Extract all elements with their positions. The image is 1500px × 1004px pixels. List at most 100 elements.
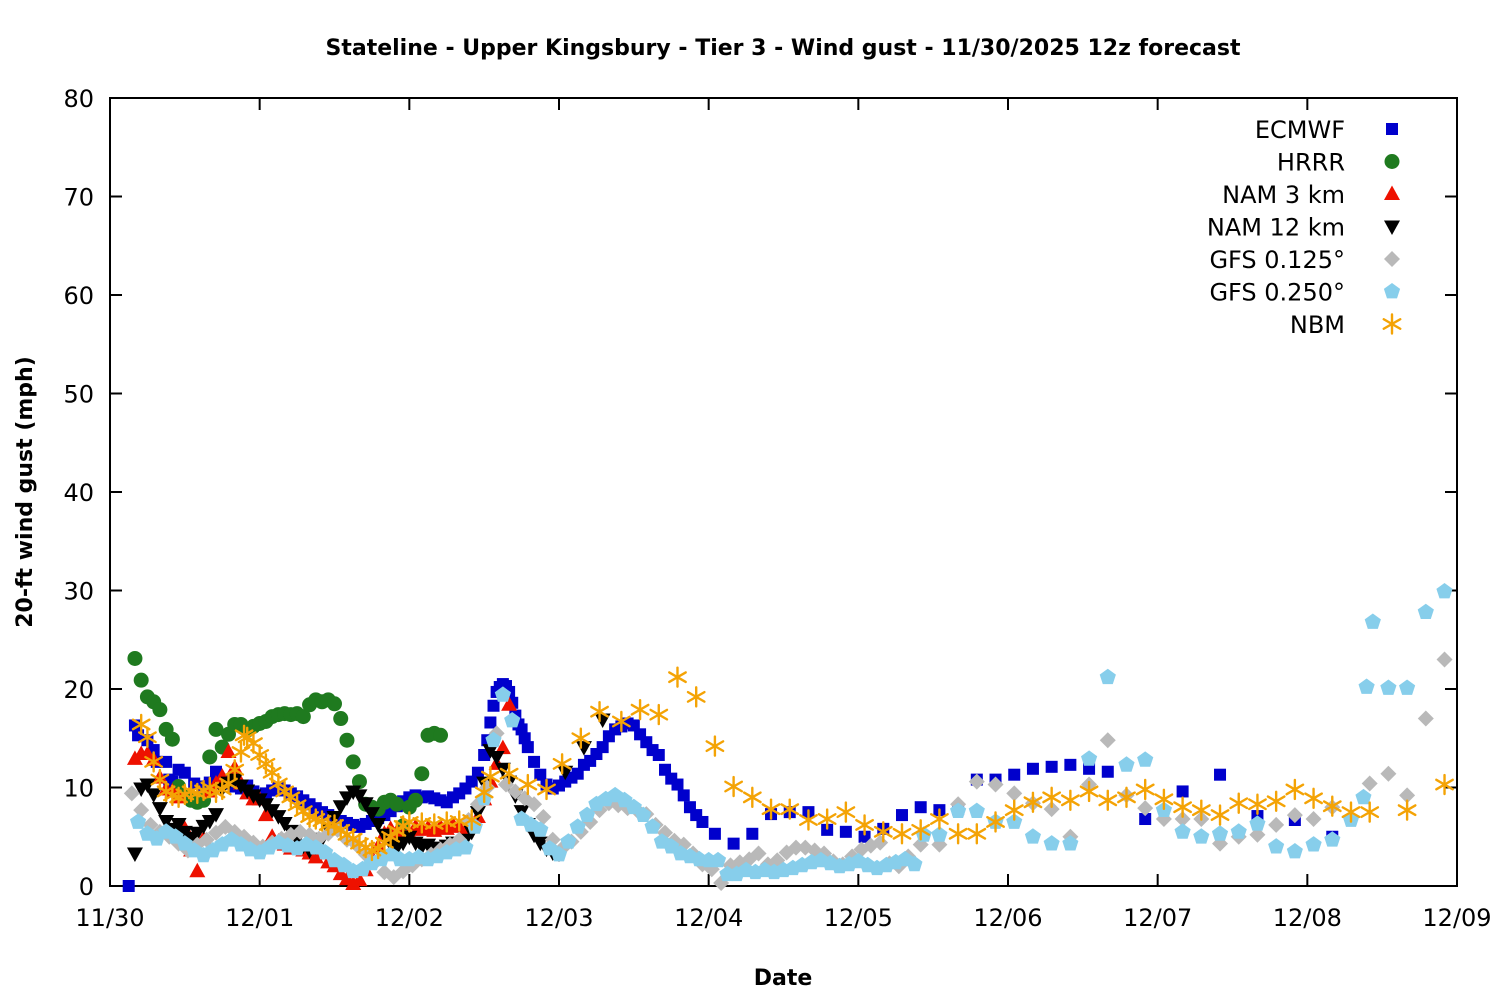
data-point bbox=[1081, 750, 1098, 766]
data-point bbox=[611, 710, 631, 733]
data-point bbox=[1304, 787, 1323, 810]
data-point bbox=[630, 698, 650, 721]
legend-item-ecmwf: ECMWF bbox=[1255, 116, 1398, 144]
data-point bbox=[560, 833, 577, 849]
x-axis-label: Date bbox=[754, 966, 813, 991]
data-point bbox=[579, 806, 596, 822]
data-point bbox=[333, 711, 349, 727]
plot-area: 11/30 12/01 12/02 12/03 12/04 12/05 12/06 12/07… bbox=[63, 85, 1491, 932]
data-point bbox=[225, 759, 245, 781]
data-point bbox=[208, 808, 225, 823]
x-tick-label: 12/09 bbox=[1422, 904, 1491, 932]
legend-label: GFS 0.250° bbox=[1209, 279, 1345, 307]
data-point bbox=[164, 731, 180, 747]
data-point bbox=[526, 796, 543, 813]
legend-marker-triangle-down-icon bbox=[1384, 220, 1400, 235]
data-point bbox=[1305, 811, 1322, 828]
data-point bbox=[571, 727, 591, 749]
data-point bbox=[686, 686, 706, 708]
data-point bbox=[635, 806, 652, 822]
data-point bbox=[521, 741, 534, 754]
x-tick-label: 12/01 bbox=[225, 904, 294, 932]
data-point bbox=[696, 815, 709, 828]
data-point bbox=[332, 800, 349, 815]
data-point bbox=[1268, 838, 1285, 854]
data-point bbox=[462, 809, 482, 831]
data-point bbox=[145, 788, 162, 803]
data-point bbox=[231, 741, 251, 763]
data-point bbox=[245, 789, 262, 804]
y-tick-label: 70 bbox=[63, 184, 94, 212]
data-point bbox=[1286, 843, 1303, 859]
data-point bbox=[550, 846, 568, 862]
data-point bbox=[596, 741, 609, 754]
series-hrrr bbox=[127, 650, 449, 834]
data-point bbox=[1249, 815, 1266, 831]
data-point bbox=[821, 823, 834, 836]
data-point bbox=[389, 796, 405, 812]
x-tick-label: 12/06 bbox=[973, 904, 1042, 932]
data-point bbox=[750, 845, 767, 862]
data-point bbox=[1174, 811, 1191, 828]
data-point bbox=[345, 785, 362, 800]
data-point bbox=[201, 814, 218, 830]
y-tick-label: 50 bbox=[63, 381, 94, 409]
data-point bbox=[178, 766, 191, 779]
legend-item-nam-3-km: NAM 3 km bbox=[1222, 181, 1400, 209]
data-point bbox=[858, 830, 871, 843]
data-point bbox=[219, 772, 238, 795]
data-point bbox=[1417, 603, 1434, 619]
data-point bbox=[569, 818, 586, 834]
data-point bbox=[906, 855, 923, 872]
data-point bbox=[126, 847, 143, 862]
data-point bbox=[1042, 786, 1062, 809]
series-gfs-0-250- bbox=[130, 583, 1453, 882]
data-point bbox=[363, 807, 380, 822]
data-point bbox=[1248, 793, 1267, 815]
data-point bbox=[873, 821, 893, 843]
data-point bbox=[1355, 788, 1372, 805]
data-point bbox=[1399, 679, 1416, 695]
data-point bbox=[351, 789, 368, 804]
data-point bbox=[345, 754, 361, 770]
data-point bbox=[1023, 791, 1043, 813]
data-point bbox=[484, 716, 497, 729]
data-point bbox=[532, 821, 549, 837]
data-point bbox=[144, 751, 164, 773]
data-point bbox=[139, 778, 156, 794]
data-point bbox=[1364, 613, 1381, 629]
data-point bbox=[1006, 813, 1023, 829]
data-point bbox=[1004, 799, 1024, 821]
data-point bbox=[471, 766, 484, 779]
data-point bbox=[351, 871, 368, 887]
y-tick-label: 10 bbox=[63, 775, 94, 803]
x-tick-label: 12/07 bbox=[1123, 904, 1192, 932]
data-point bbox=[1214, 768, 1227, 781]
data-point bbox=[950, 802, 967, 818]
data-point bbox=[625, 798, 642, 815]
data-point bbox=[839, 825, 852, 838]
data-point bbox=[892, 823, 912, 845]
data-point bbox=[1399, 787, 1416, 804]
data-point bbox=[414, 766, 430, 782]
data-point bbox=[1008, 768, 1021, 781]
data-point bbox=[1137, 751, 1154, 767]
data-point bbox=[307, 848, 324, 864]
data-point bbox=[1436, 583, 1453, 599]
data-point bbox=[1191, 799, 1211, 821]
data-point bbox=[968, 773, 985, 790]
data-point bbox=[836, 801, 856, 823]
data-point bbox=[705, 735, 725, 757]
legend-label: NAM 3 km bbox=[1222, 181, 1345, 209]
data-point bbox=[1174, 823, 1191, 839]
data-point bbox=[151, 802, 168, 817]
data-point bbox=[499, 763, 519, 785]
data-point bbox=[1380, 679, 1397, 695]
data-point bbox=[1380, 765, 1397, 782]
y-tick-label: 80 bbox=[63, 85, 94, 113]
data-point bbox=[1361, 775, 1378, 792]
legend-marker-pentagon-icon bbox=[1383, 283, 1401, 299]
data-point bbox=[480, 765, 500, 788]
data-point bbox=[1436, 651, 1453, 668]
